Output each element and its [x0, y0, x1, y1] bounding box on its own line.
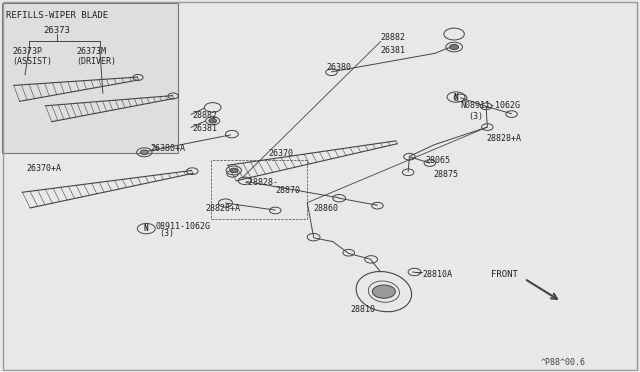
Text: 28875: 28875 [434, 170, 459, 179]
Text: 26373P
(ASSIST): 26373P (ASSIST) [12, 46, 52, 66]
Text: N: N [144, 224, 148, 234]
Text: -28828-: -28828- [243, 178, 278, 187]
Text: 28810A: 28810A [422, 270, 452, 279]
Text: 26381: 26381 [192, 124, 217, 133]
Text: 26373: 26373 [44, 26, 70, 35]
Circle shape [141, 150, 148, 154]
Text: ^P88^00.6: ^P88^00.6 [540, 357, 586, 366]
Text: (3): (3) [159, 229, 174, 238]
Text: 26381: 26381 [381, 46, 406, 55]
Text: N08911-1062G: N08911-1062G [461, 101, 520, 110]
Text: (3): (3) [468, 112, 483, 121]
Text: N: N [454, 93, 458, 102]
Text: FRONT: FRONT [491, 270, 518, 279]
Text: 26370+A: 26370+A [26, 164, 61, 173]
Text: 28810: 28810 [351, 305, 376, 314]
Text: 28870: 28870 [275, 186, 300, 195]
Circle shape [230, 168, 237, 173]
FancyBboxPatch shape [2, 3, 177, 153]
Text: 26380+A: 26380+A [151, 144, 186, 153]
Text: 26373M
(DRIVER): 26373M (DRIVER) [76, 46, 116, 66]
Text: 28882: 28882 [381, 33, 406, 42]
Text: 26380: 26380 [326, 63, 351, 72]
Text: REFILLS-WIPER BLADE: REFILLS-WIPER BLADE [6, 11, 108, 20]
Text: 28065: 28065 [426, 156, 451, 165]
Text: 26370: 26370 [269, 149, 294, 158]
Circle shape [372, 285, 396, 298]
Text: 28828+A: 28828+A [486, 134, 521, 143]
Text: 28828+A: 28828+A [205, 204, 240, 213]
Text: 28860: 28860 [314, 204, 339, 213]
Text: 08911-1062G: 08911-1062G [156, 222, 211, 231]
Circle shape [209, 119, 216, 123]
Text: 28882: 28882 [192, 111, 217, 120]
Circle shape [450, 44, 459, 49]
